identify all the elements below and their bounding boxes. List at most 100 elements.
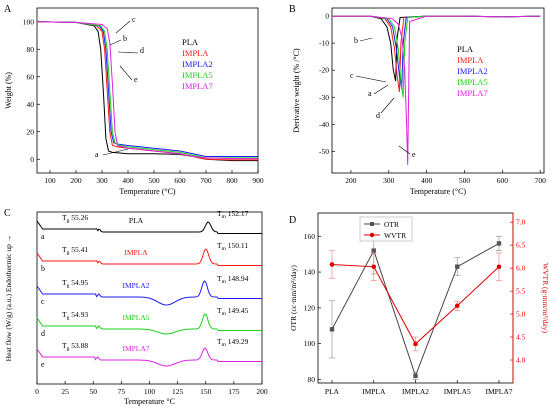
panel-a-legend-impla7: IMPLA7	[182, 81, 213, 91]
panel-b-ylabel: Derivative weight (% /°C)	[292, 48, 301, 133]
panel-d-otr-point	[496, 241, 502, 246]
panel-d-wvtr-point	[371, 264, 377, 270]
panel-a-xtick-label: 400	[122, 176, 134, 185]
panel-a-annotation-e: e	[134, 75, 138, 84]
panel-d-ytick-right-label: 5.5	[516, 287, 526, 296]
panel-d-ytick-right-label: 6.0	[516, 264, 526, 273]
panel-b-xtick-label: 700	[535, 176, 547, 185]
panel-b-series-impla7	[332, 15, 541, 165]
panel-c-tm-label: Tm 148.94	[217, 274, 249, 285]
panel-d-wvtr-point	[413, 341, 418, 347]
panel-c-tm-label: Tm 149.45	[217, 306, 249, 317]
panel-d-legend-wvtr-marker	[369, 232, 375, 238]
panel-b-series-pla	[332, 15, 541, 82]
panel-a-ytick-label: 0	[30, 155, 34, 164]
panel-b-legend-impla2: IMPLA2	[457, 66, 488, 76]
panel-d-legend-otr: OTR	[384, 220, 399, 229]
panel-b-xtick-label: 400	[421, 176, 433, 185]
panel-b-frame	[331, 7, 545, 174]
panel-c-tg-label: Tg 53.88	[62, 341, 88, 352]
panel-b-ytick-label: -40	[319, 120, 329, 129]
panel-b-annotation-a: a	[368, 89, 372, 98]
panel-c-tm-label: Tm 149.29	[217, 337, 249, 348]
panel-a-series-impla2	[36, 21, 258, 157]
panel-a-annotation-line	[119, 65, 133, 81]
panel-c: C 0 25 50 75 100 125 150 175 200 Temperature °C Hea…	[4, 208, 268, 406]
panel-b-series-impla2	[332, 15, 541, 90]
panel-a-xtick-label: 900	[252, 176, 264, 185]
panel-d-legend-wvtr: WVTR	[384, 231, 406, 240]
panel-c-curve-letter-e: e	[41, 360, 45, 369]
panel-c-xtick-label: 75	[118, 387, 126, 396]
panel-b-xlabel: Temperature (°C)	[410, 187, 467, 196]
panel-c-legend-pla: PLA	[129, 216, 144, 225]
panel-a-annotation-d: d	[140, 46, 144, 55]
panel-d-xtick-label: IMPLA5	[444, 387, 471, 396]
panel-c-tg-label: Tg 55.41	[62, 245, 88, 256]
panel-c-series-pla	[36, 220, 262, 234]
panel-a-ytick-label: 20	[27, 127, 35, 136]
panel-b-annotation-line	[359, 37, 373, 42]
panel-a-ytick-label: 100	[23, 17, 35, 26]
panel-b-xtick-label: 200	[345, 176, 357, 185]
panel-d-ytick-right-label: 4.0	[516, 356, 526, 365]
panel-c-legend-impla5: IMPLA5	[122, 313, 149, 322]
panel-b-legend-impla: IMPLA	[457, 55, 484, 65]
panel-a-legend-impla5: IMPLA5	[182, 70, 213, 80]
panel-d-series-wvtr	[331, 264, 500, 345]
panel-c-xtick-label: 150	[200, 387, 212, 396]
panel-b-series-impla5	[332, 15, 541, 98]
panel-d-wvtr-point	[496, 264, 502, 270]
panel-d-legend-box	[359, 216, 413, 242]
panel-c-xtick-label: 50	[90, 387, 98, 396]
panel-a-xtick-label: 300	[96, 176, 108, 185]
panel-a-xtick-label: 700	[200, 176, 212, 185]
panel-d-legend: OTR WVTR	[359, 216, 413, 242]
panel-b-annotation-line	[380, 97, 395, 114]
panel-c-tg-label: Tg 54.93	[62, 310, 88, 321]
panel-d-frame	[317, 212, 514, 384]
panel-c-series-impla	[36, 248, 262, 266]
panel-d-xtick-label: IMPLA2	[402, 387, 429, 396]
panel-a-series-impla7	[36, 21, 258, 160]
panel-a-xtick-label: 600	[174, 176, 186, 185]
panel-a-annotation-line	[115, 20, 131, 34]
panel-c-curve-letter-c: c	[41, 297, 45, 306]
panel-d-otr-point	[329, 327, 335, 332]
panel-c-tm-label: Tm 150.11	[217, 241, 248, 252]
panel-a-annotation-a: a	[95, 150, 99, 159]
panel-d-ytick-left-label: 160	[304, 232, 316, 241]
panel-d-ytick-right-label: 6.5	[516, 241, 526, 250]
panel-d: D PLA IMPLA IMPLA2 IMPLA5 IMPLA7 80 100 120 140 16…	[289, 212, 550, 396]
panel-a: A 100 200 300 400 500 600 700 800 900 0 20 40 60 80 100…	[4, 4, 264, 196]
panel-a-legend-impla: IMPLA	[182, 48, 209, 58]
panel-d-ylabel-left: OTR (cc·mm/m²/day)	[289, 265, 298, 331]
panel-a-ylabel: Weight (%)	[4, 72, 13, 109]
panel-a-ytick-label: 80	[27, 45, 35, 54]
panel-a-annotation-line	[102, 148, 129, 156]
panel-d-ytick-right-label: 4.5	[516, 333, 526, 342]
panel-b-annotation-line	[355, 75, 387, 83]
panel-d-xtick-label: IMPLA	[362, 387, 386, 396]
panel-d-ytick-left-label: 100	[304, 339, 316, 348]
panel-b-legend-impla7: IMPLA7	[457, 88, 488, 98]
panel-d-ytick-left-label: 140	[304, 268, 316, 277]
panel-a-annotation-line	[109, 39, 122, 46]
panel-b-xtick-label: 300	[383, 176, 395, 185]
panel-a-annotation-b: b	[123, 34, 127, 43]
panel-b-ytick-label: 0	[325, 12, 329, 21]
panel-d-xtick-label: PLA	[325, 387, 340, 396]
panel-c-xtick-label: 0	[35, 387, 39, 396]
panel-a-series-pla	[36, 21, 258, 162]
panel-b-annotation-c: c	[350, 71, 354, 80]
panel-a-xlabel: Temperature (°C)	[119, 187, 176, 196]
panel-c-series-impla5	[36, 313, 262, 335]
panel-c-xlabel: Temperature °C	[124, 397, 175, 406]
panel-c-tg-label: Tg 55.26	[62, 213, 88, 224]
panel-a-series-impla5	[36, 21, 258, 159]
panel-c-series-impla2	[36, 280, 262, 306]
panel-c-xtick-label: 175	[228, 387, 240, 396]
panel-c-xtick-label: 125	[172, 387, 184, 396]
panel-a-series-impla	[36, 21, 258, 161]
panel-a-xtick-label: 800	[226, 176, 238, 185]
